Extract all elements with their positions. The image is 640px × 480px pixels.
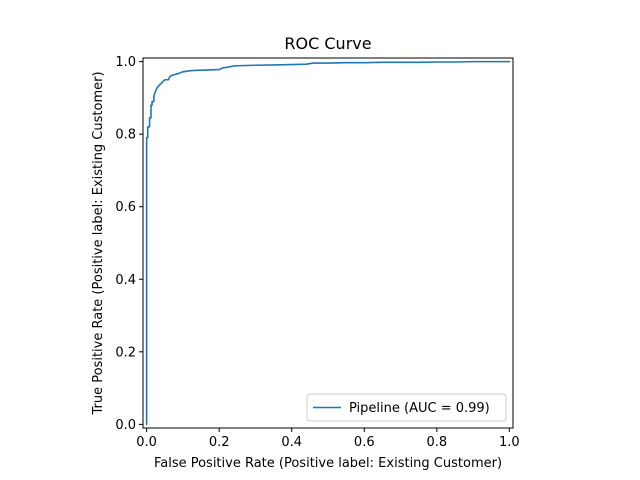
legend-box — [306, 393, 507, 422]
y-axis-label: True Positive Rate (Positive label: Exis… — [91, 71, 106, 415]
axis-ticks: 0.0 0.2 0.4 0.6 0.8 1.0 0.0 0.2 0.4 0.6 0.8 1.0 — [115, 55, 519, 450]
legend-label: Pipeline (AUC = 0.99) — [349, 401, 490, 416]
y-tick-label: 0.8 — [115, 128, 136, 143]
legend: Pipeline (AUC = 0.99) — [306, 393, 507, 422]
chart-title: ROC Curve — [284, 34, 371, 53]
x-axis-label: False Positive Rate (Positive label: Exi… — [154, 456, 502, 471]
roc-curve-line-0 — [145, 60, 511, 426]
plot-frame — [142, 57, 514, 429]
y-tick-label: 0.6 — [115, 200, 136, 215]
x-tick-label: 0.6 — [354, 435, 375, 450]
y-tick-label: 1.0 — [115, 55, 136, 70]
y-tick-label: 0.2 — [115, 345, 136, 360]
x-tick-label: 0.4 — [281, 435, 302, 450]
x-tick-label: 1.0 — [499, 435, 520, 450]
x-tick-label: 0.0 — [136, 435, 157, 450]
y-tick-label: 0.0 — [115, 418, 136, 433]
x-tick-label: 0.8 — [426, 435, 447, 450]
x-tick-label: 0.2 — [209, 435, 230, 450]
plot-area — [142, 57, 514, 429]
y-tick-label: 0.4 — [115, 273, 136, 288]
